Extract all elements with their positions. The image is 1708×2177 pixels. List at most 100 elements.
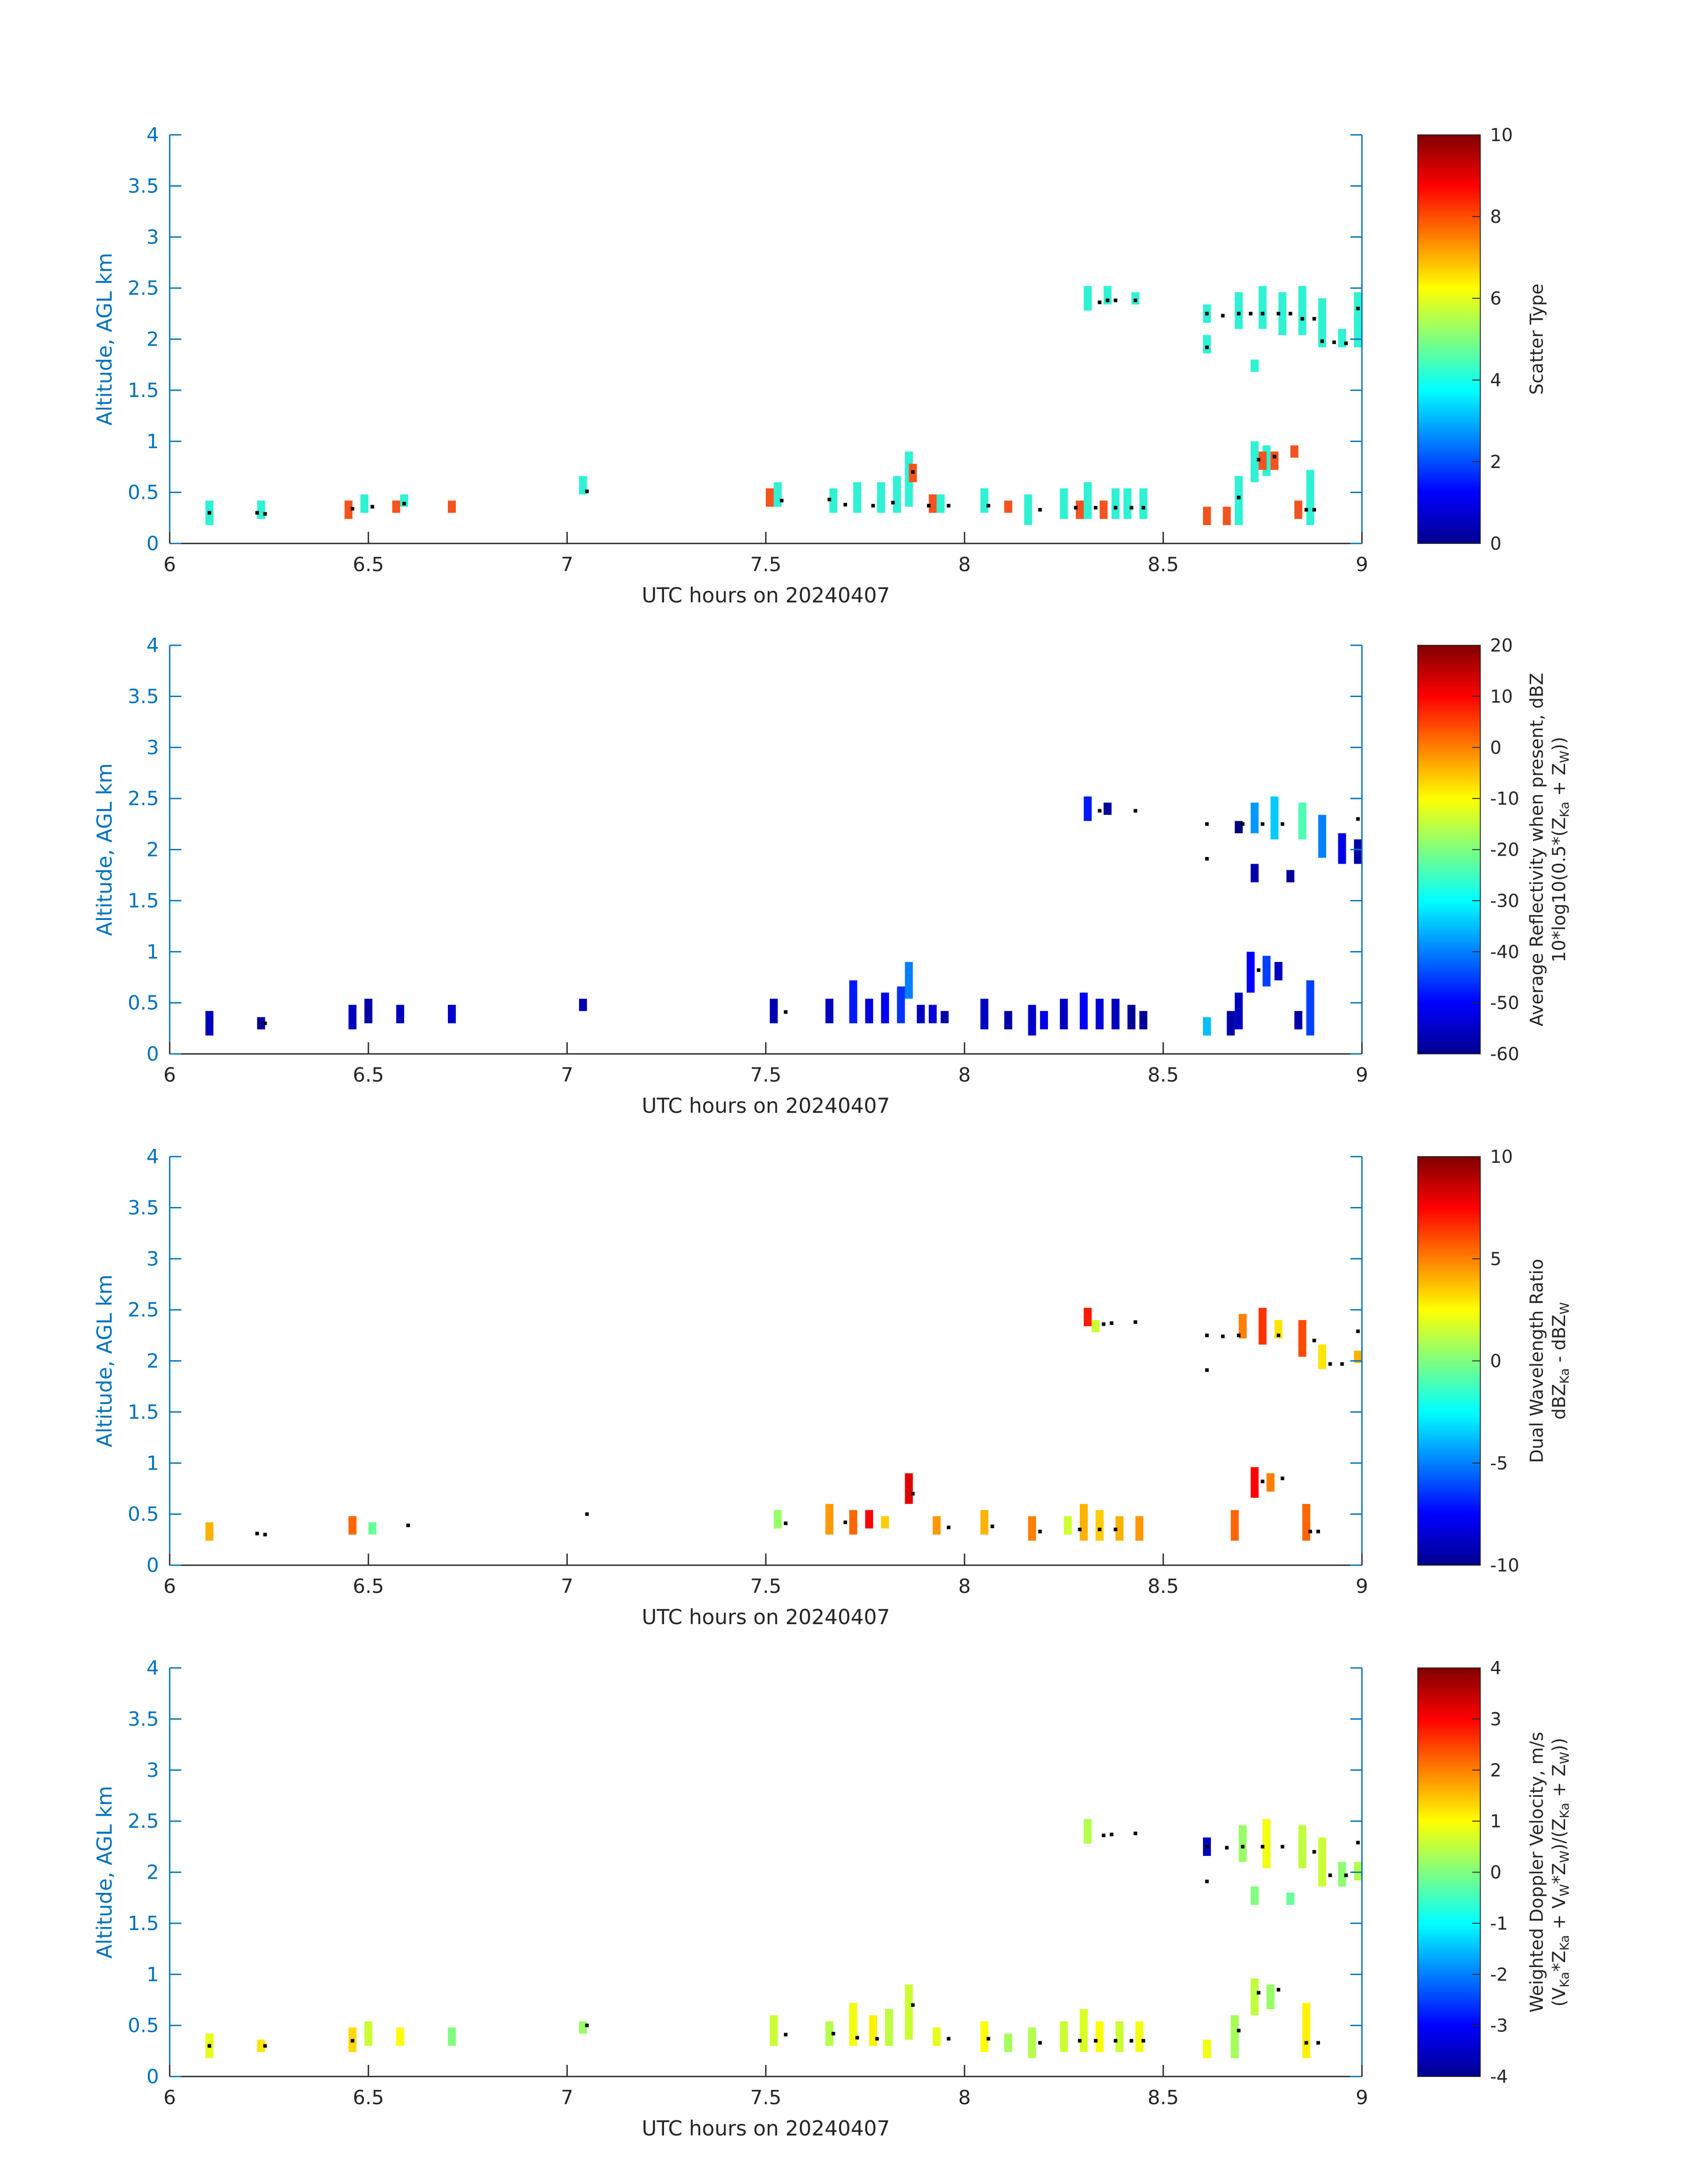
colorbar-tick-label: 1	[1490, 1811, 1501, 1832]
data-marker	[1114, 298, 1118, 302]
data-cell	[917, 1005, 925, 1024]
x-tick-label: 7.5	[750, 1575, 781, 1598]
data-marker	[1304, 2041, 1308, 2045]
data-marker	[1110, 1832, 1114, 1836]
colorbar-tick-label: 8	[1490, 207, 1501, 227]
y-tick-label: 1.5	[128, 890, 159, 912]
data-cell	[1103, 802, 1112, 815]
data-marker	[1356, 1841, 1360, 1845]
data-marker	[1281, 1476, 1284, 1480]
data-cell	[1203, 2039, 1211, 2058]
data-cell	[1080, 992, 1088, 1030]
data-marker	[1241, 822, 1244, 826]
data-cell	[1127, 1005, 1136, 1030]
data-cell	[1139, 1011, 1148, 1030]
colorbar-tick-label: 4	[1490, 370, 1501, 391]
data-marker	[1078, 1527, 1082, 1531]
data-cell	[1084, 796, 1092, 821]
x-tick-label: 8.5	[1148, 553, 1179, 576]
data-marker	[947, 2037, 951, 2041]
y-tick-label: 1.5	[128, 1912, 159, 1935]
data-cell	[1274, 962, 1282, 981]
data-marker	[255, 1532, 259, 1536]
formula-text: dBZ	[1549, 1384, 1570, 1420]
data-cell	[1004, 1011, 1012, 1030]
y-tick-label: 0.5	[128, 481, 159, 504]
data-cell	[1270, 451, 1279, 470]
data-cell	[932, 1516, 941, 1535]
x-axis-label: UTC hours on 20240407	[642, 2116, 890, 2140]
x-tick-label: 7	[561, 1575, 573, 1598]
colorbar-gradient	[1417, 1667, 1481, 2077]
y-tick-label: 1	[146, 1963, 159, 1986]
x-tick-label: 9	[1356, 1575, 1368, 1598]
formula-text: ))	[1549, 1738, 1570, 1752]
data-marker	[1312, 1338, 1316, 1342]
data-marker	[1328, 1873, 1332, 1877]
data-cell	[1298, 286, 1307, 335]
data-marker	[1281, 822, 1284, 826]
data-marker	[1141, 2039, 1145, 2043]
data-cell	[1111, 488, 1120, 519]
y-tick-label: 3.5	[128, 1196, 159, 1219]
plot-area	[170, 1668, 1362, 2077]
x-axis-label: UTC hours on 20240407	[642, 1605, 890, 1629]
colorbar-tick-label: 10	[1490, 125, 1513, 146]
x-tick-label: 6	[163, 2086, 176, 2109]
data-cell	[881, 992, 889, 1024]
data-cell	[897, 986, 905, 1024]
data-marker	[784, 1521, 788, 1525]
data-cell	[1246, 952, 1255, 993]
data-cell	[1060, 488, 1068, 519]
data-cell	[1250, 1978, 1259, 2015]
data-cell	[1091, 1320, 1100, 1333]
data-marker	[1332, 340, 1336, 344]
data-cell	[1298, 1320, 1307, 1357]
data-cell	[1318, 1837, 1326, 1887]
x-tick-label: 6.5	[353, 2086, 384, 2109]
colorbar-label: Scatter Type	[1527, 284, 1547, 395]
colorbar-tick-label: -5	[1490, 1453, 1508, 1474]
colorbar-tick-label: -1	[1490, 1914, 1508, 1934]
formula-text: )/(Z	[1549, 1818, 1570, 1851]
data-cell	[1235, 992, 1243, 1030]
y-tick-label: 2	[146, 1350, 159, 1373]
y-tick-label: 4	[146, 1145, 159, 1168]
data-cell	[1095, 2021, 1104, 2052]
data-cell	[769, 999, 778, 1024]
data-cell	[579, 2021, 587, 2034]
data-marker	[784, 1010, 788, 1014]
y-tick-label: 0	[146, 2065, 159, 2088]
data-cell	[1131, 292, 1140, 305]
data-marker	[1277, 1333, 1281, 1337]
data-marker	[1304, 508, 1308, 512]
data-marker	[263, 512, 267, 516]
data-marker	[1074, 506, 1078, 510]
data-cell	[1004, 2033, 1012, 2052]
data-marker	[1249, 312, 1253, 316]
colorbar-gradient	[1417, 1156, 1481, 1566]
y-tick-label: 0	[146, 532, 159, 555]
y-axis-label: Altitude, AGL km	[92, 253, 117, 426]
x-tick-label: 8.5	[1148, 2086, 1179, 2109]
data-marker	[1141, 506, 1145, 510]
colorbar-tick-label: -10	[1490, 1555, 1519, 1576]
data-marker	[1129, 506, 1133, 510]
y-tick-label: 4	[146, 1657, 159, 1680]
data-marker	[585, 2023, 589, 2027]
data-cell	[885, 2009, 893, 2046]
colorbar-label: Dual Wavelength Ratio	[1527, 1259, 1547, 1463]
data-cell	[448, 500, 456, 513]
data-cell	[1302, 1504, 1311, 1541]
y-tick-label: 0.5	[128, 2014, 159, 2037]
data-marker	[1320, 339, 1324, 343]
y-tick-label: 3	[146, 1248, 159, 1270]
y-tick-label: 1.5	[128, 379, 159, 402]
data-cell	[849, 1510, 857, 1535]
colorbar-tick-label: -4	[1490, 2067, 1508, 2087]
data-marker	[1133, 1320, 1137, 1324]
data-cell	[1084, 1819, 1092, 1844]
data-cell	[825, 2021, 834, 2046]
data-cell	[1290, 445, 1299, 458]
data-cell	[1239, 1314, 1247, 1339]
